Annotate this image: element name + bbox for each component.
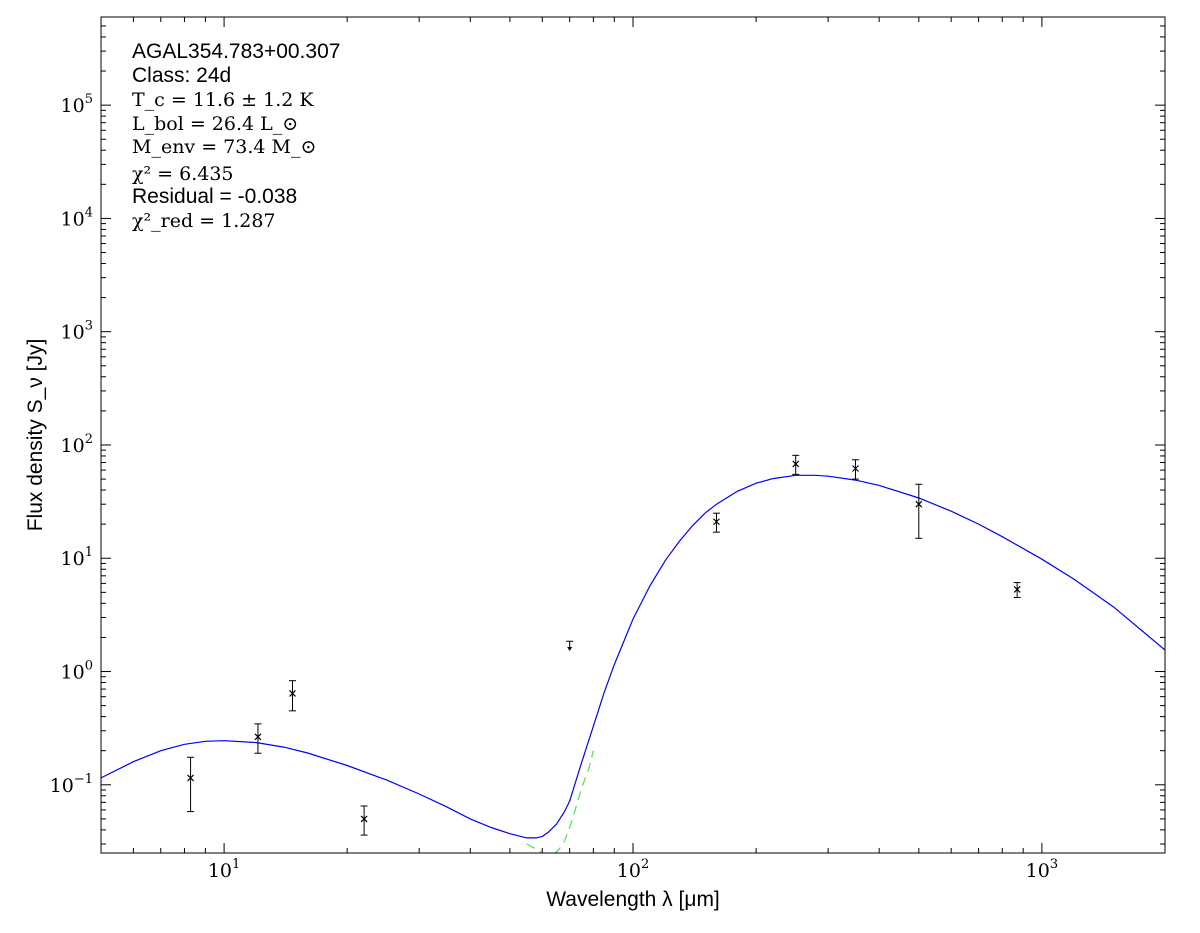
point-marker bbox=[360, 815, 368, 823]
y-tick-label: 101 bbox=[61, 545, 93, 570]
data-point bbox=[254, 723, 262, 754]
data-points-layer bbox=[187, 454, 1021, 836]
point-marker bbox=[1013, 586, 1021, 593]
total-model-curve bbox=[101, 474, 1165, 839]
plot-frame bbox=[100, 16, 1166, 854]
y-tick-label: 10−1 bbox=[50, 772, 93, 797]
data-point bbox=[792, 454, 800, 475]
y-tick-label: 103 bbox=[61, 319, 93, 344]
annotation-residual: Residual = -0.038 bbox=[132, 185, 297, 208]
data-point bbox=[851, 459, 859, 480]
upper-limit-point bbox=[566, 640, 574, 651]
data-point bbox=[187, 756, 195, 813]
point-marker bbox=[713, 518, 720, 526]
cold-envelope-curve bbox=[526, 750, 594, 853]
x-axis-label: Wavelength λ [μm] bbox=[546, 888, 720, 911]
data-point bbox=[289, 680, 297, 712]
point-marker bbox=[254, 733, 262, 741]
point-marker bbox=[289, 690, 296, 697]
x-tick-label: 102 bbox=[617, 857, 649, 882]
annotation-lbol: L_bol = 26.4 L_⊙ bbox=[132, 113, 298, 135]
ticks-layer bbox=[100, 16, 1166, 853]
total-model-layer bbox=[101, 474, 1165, 839]
annotation-block: AGAL354.783+00.307 Class: 24d T_c = 11.6… bbox=[132, 40, 340, 232]
annotation-source: AGAL354.783+00.307 bbox=[132, 40, 340, 63]
data-point bbox=[360, 805, 368, 836]
data-point bbox=[1013, 582, 1021, 599]
point-marker bbox=[187, 774, 194, 782]
annotation-menv: M_env = 73.4 M_⊙ bbox=[132, 136, 316, 158]
x-tick-label: 101 bbox=[208, 857, 240, 882]
point-marker bbox=[915, 500, 923, 508]
plot-background bbox=[101, 17, 1165, 853]
annotation-chi2red: χ²_red = 1.287 bbox=[132, 210, 276, 232]
point-marker bbox=[792, 460, 800, 468]
data-point bbox=[915, 483, 923, 539]
upper-limit-arrow bbox=[567, 646, 573, 651]
y-tick-labels: 10−1 100 101 102 103 104 105 bbox=[50, 92, 93, 797]
y-tick-label: 104 bbox=[61, 205, 93, 230]
x-tick-labels: 101 102 103 bbox=[208, 857, 1058, 882]
y-tick-label: 105 bbox=[61, 92, 93, 117]
annotation-class: Class: 24d bbox=[132, 64, 231, 87]
annotation-chi2: χ² = 6.435 bbox=[132, 163, 234, 185]
y-tick-label: 100 bbox=[61, 659, 93, 684]
x-tick-label: 103 bbox=[1026, 857, 1058, 882]
annotation-tc: T_c = 11.6 ± 1.2 K bbox=[132, 89, 314, 111]
y-axis-label: Flux density S_ν [Jy] bbox=[24, 339, 47, 532]
point-marker bbox=[852, 465, 859, 472]
data-point bbox=[712, 512, 720, 533]
y-tick-label: 102 bbox=[61, 432, 93, 457]
cold-model-layer bbox=[526, 750, 594, 853]
